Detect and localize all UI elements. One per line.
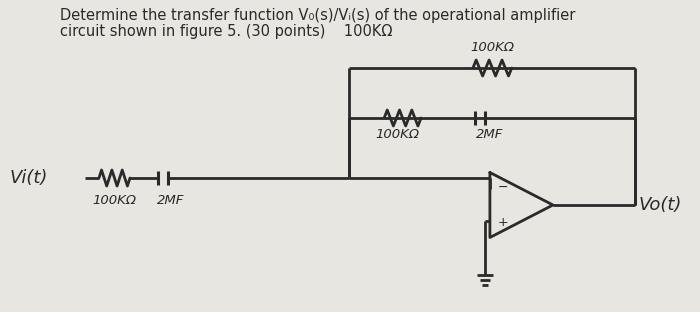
Text: +: +	[498, 216, 508, 229]
Text: Vi(t): Vi(t)	[10, 169, 48, 187]
Text: 100KΩ: 100KΩ	[470, 41, 514, 54]
Text: circuit shown in figure 5. (30 points)    100KΩ: circuit shown in figure 5. (30 points) 1…	[60, 24, 393, 39]
Text: Determine the transfer function V₀(s)/Vᵢ(s) of the operational amplifier: Determine the transfer function V₀(s)/Vᵢ…	[60, 8, 575, 23]
Text: Vo(t): Vo(t)	[638, 196, 682, 214]
Text: 2MF: 2MF	[476, 128, 503, 141]
Text: 100KΩ: 100KΩ	[92, 194, 136, 207]
Text: −: −	[498, 181, 508, 194]
Text: 100KΩ: 100KΩ	[376, 128, 420, 141]
Text: 2MF: 2MF	[157, 194, 184, 207]
